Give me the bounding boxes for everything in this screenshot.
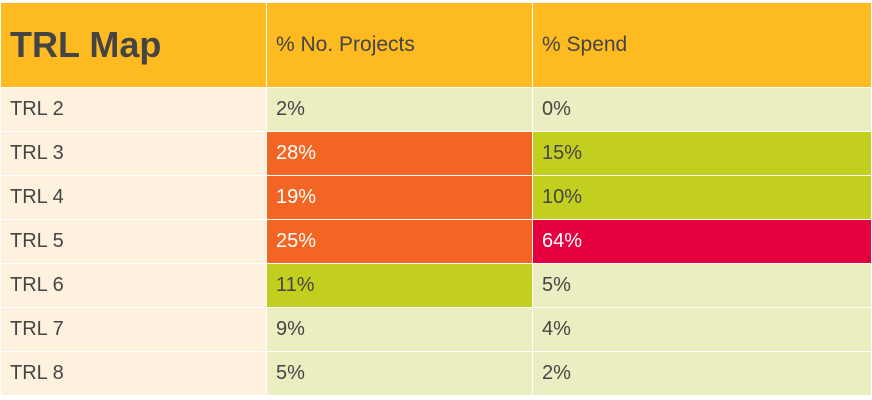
table-row: TRL 8 5% 2% bbox=[0, 351, 872, 396]
cell-spend: 2% bbox=[532, 351, 872, 396]
table-row: TRL 4 19% 10% bbox=[0, 175, 872, 220]
cell-spend: 4% bbox=[532, 307, 872, 352]
cell-spend: 0% bbox=[532, 87, 872, 132]
row-label: TRL 5 bbox=[0, 219, 267, 264]
cell-projects: 2% bbox=[266, 87, 533, 132]
table-row: TRL 3 28% 15% bbox=[0, 131, 872, 176]
cell-spend: 10% bbox=[532, 175, 872, 220]
header-row: TRL Map % No. Projects % Spend bbox=[0, 2, 872, 88]
cell-projects: 19% bbox=[266, 175, 533, 220]
cell-spend: 15% bbox=[532, 131, 872, 176]
table-row: TRL 6 11% 5% bbox=[0, 263, 872, 308]
table-row: TRL 5 25% 64% bbox=[0, 219, 872, 264]
row-label: TRL 7 bbox=[0, 307, 267, 352]
row-label: TRL 6 bbox=[0, 263, 267, 308]
row-label: TRL 4 bbox=[0, 175, 267, 220]
row-label: TRL 2 bbox=[0, 87, 267, 132]
table-title: TRL Map bbox=[0, 2, 267, 88]
row-label: TRL 8 bbox=[0, 351, 267, 396]
table-row: TRL 7 9% 4% bbox=[0, 307, 872, 352]
cell-spend: 5% bbox=[532, 263, 872, 308]
column-header-spend: % Spend bbox=[532, 2, 872, 88]
cell-projects: 11% bbox=[266, 263, 533, 308]
cell-projects: 5% bbox=[266, 351, 533, 396]
cell-projects: 25% bbox=[266, 219, 533, 264]
row-label: TRL 3 bbox=[0, 131, 267, 176]
table-row: TRL 2 2% 0% bbox=[0, 87, 872, 132]
cell-projects: 9% bbox=[266, 307, 533, 352]
cell-projects: 28% bbox=[266, 131, 533, 176]
cell-spend: 64% bbox=[532, 219, 872, 264]
column-header-projects: % No. Projects bbox=[266, 2, 533, 88]
